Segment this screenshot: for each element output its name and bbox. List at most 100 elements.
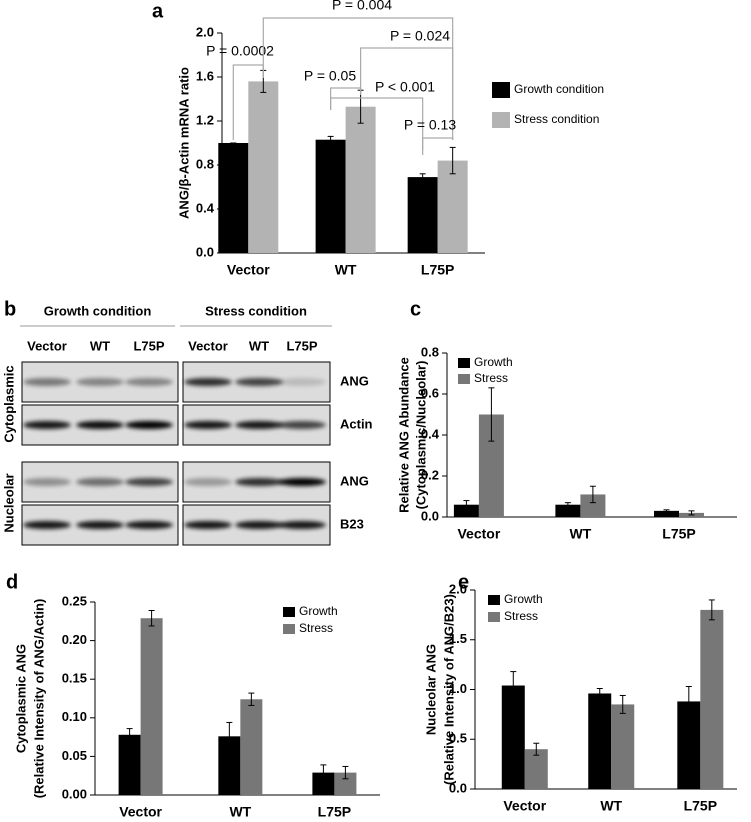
error-bar (342, 765, 349, 780)
blot-band (76, 421, 124, 429)
error-bar (510, 671, 517, 700)
panel-label: d (6, 571, 18, 593)
blot-band (278, 421, 326, 429)
bar (588, 693, 612, 789)
legend-label: Growth (474, 355, 513, 369)
blot-band (125, 478, 173, 486)
y-tick-label: 0.15 (62, 671, 87, 686)
bar (140, 618, 163, 795)
error-bar (533, 742, 540, 756)
y-tick-label: 0.4 (196, 200, 215, 215)
blot-band (23, 378, 71, 386)
bar (407, 177, 438, 253)
p-value: P = 0.024 (390, 28, 450, 44)
panel-label: e (458, 571, 469, 593)
y-tick-label: 0.10 (62, 709, 87, 724)
legend-label: Growth (299, 604, 338, 618)
legend-swatch (492, 112, 510, 128)
lane-label: L75P (133, 338, 164, 353)
error-bar (564, 502, 571, 508)
y-axis-label: (Relative Intensity of ANG/Actin) (31, 599, 46, 799)
y-tick-label: 1.5 (449, 631, 467, 646)
error-bar (488, 387, 495, 442)
blot-band (184, 421, 232, 429)
lane-label: L75P (286, 338, 317, 353)
bar (677, 701, 701, 789)
lane-label: Vector (27, 338, 67, 353)
y-tick-label: 0.2 (421, 467, 439, 482)
condition-label: Stress condition (205, 303, 307, 318)
panel-label: b (4, 298, 16, 320)
blot-band (278, 378, 326, 386)
legend-label: Stress (474, 371, 508, 385)
error-bar (596, 688, 603, 699)
bar (345, 106, 376, 253)
legend-swatch (283, 607, 295, 617)
x-tick-label: Vector (503, 798, 546, 814)
bar (555, 504, 581, 517)
blot-band (76, 521, 124, 529)
blot-band (23, 478, 71, 486)
bar (240, 699, 263, 795)
y-tick-label: 0.5 (449, 731, 467, 746)
blot-band (76, 478, 124, 486)
significance-bracket (330, 97, 424, 150)
y-tick-label: 0.05 (62, 748, 87, 763)
y-tick-label: 0.0 (449, 780, 467, 795)
blot-band (235, 478, 283, 486)
blot-band (278, 478, 326, 486)
legend-label: Growth condition (514, 82, 604, 96)
condition-label: Growth condition (44, 303, 152, 318)
fraction-label: Cytoplasmic (1, 365, 16, 442)
error-bar (148, 609, 155, 627)
p-value: P = 0.13 (404, 117, 457, 133)
y-axis-label: ANG/β-Actin mRNA ratio (176, 67, 191, 219)
blot-band (235, 521, 283, 529)
blot-band (235, 421, 283, 429)
x-tick-label: Vector (457, 526, 500, 542)
bar (654, 510, 679, 517)
p-value: P = 0.0002 (206, 43, 274, 59)
bar (312, 772, 335, 795)
bar (437, 160, 468, 253)
error-bar (248, 692, 255, 706)
y-axis-label: Relative ANG Abundance (396, 357, 411, 513)
blot-band (125, 521, 173, 529)
error-bar (226, 721, 233, 751)
bar (118, 734, 141, 795)
panel-label: a (152, 0, 164, 22)
x-tick-label: L75P (684, 798, 717, 814)
bar (248, 81, 279, 254)
y-tick-label: 2.0 (196, 24, 214, 39)
bar (524, 749, 548, 789)
y-tick-label: 0.4 (421, 426, 440, 441)
y-tick-label: 0.6 (421, 385, 439, 400)
blot-band (278, 521, 326, 529)
legend-swatch (492, 82, 510, 98)
error-bar (126, 728, 133, 742)
blot-band (23, 521, 71, 529)
blot-band (235, 378, 283, 386)
error-bar (327, 135, 334, 144)
blot-band (76, 378, 124, 386)
y-tick-label: 1.2 (196, 112, 214, 127)
bar (334, 772, 357, 795)
error-bar (663, 509, 670, 513)
bar (700, 609, 724, 789)
legend-swatch (488, 612, 500, 622)
error-bar (449, 146, 456, 175)
blot-band (184, 521, 232, 529)
y-tick-label: 0.8 (421, 344, 439, 359)
error-bar (688, 510, 695, 516)
y-tick-label: 0.00 (62, 786, 87, 801)
legend-label: Growth (504, 592, 543, 606)
y-tick-label: 2.0 (449, 581, 467, 596)
y-tick-label: 0.25 (62, 593, 87, 608)
blot-band (125, 378, 173, 386)
legend-label: Stress (299, 621, 333, 635)
bar (580, 494, 606, 517)
x-tick-label: Vector (227, 262, 270, 278)
y-tick-label: 1.6 (196, 68, 214, 83)
x-tick-label: L75P (318, 804, 351, 820)
